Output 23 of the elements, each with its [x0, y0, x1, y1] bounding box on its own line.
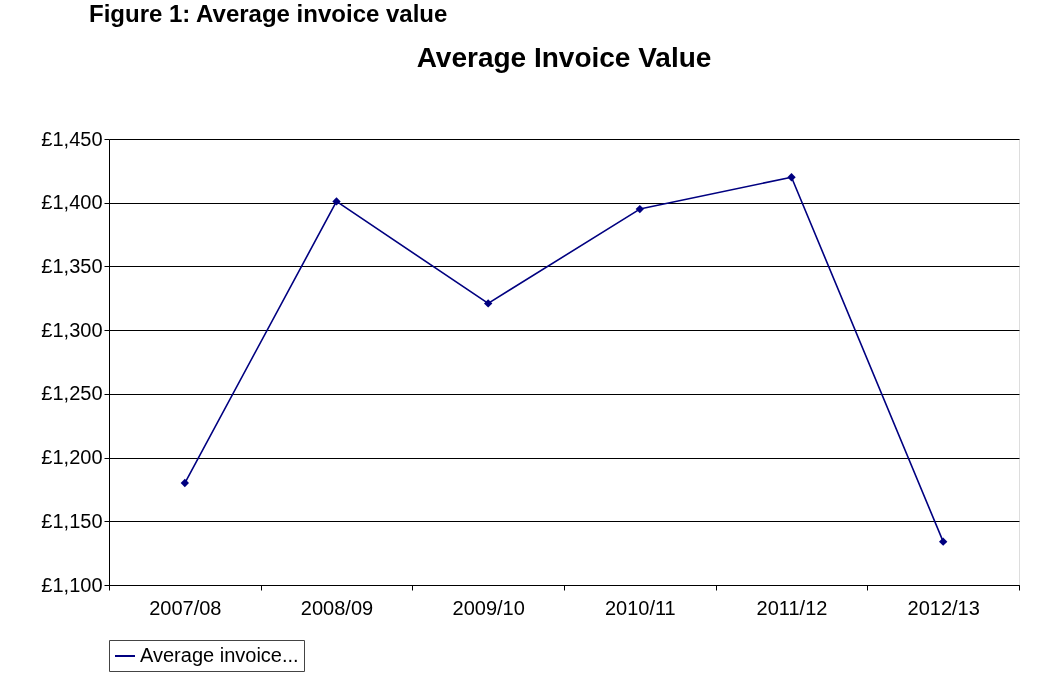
y-tick-label: £1,300 — [41, 318, 103, 341]
y-tick-label: £1,100 — [41, 573, 103, 596]
caption: Figure 1: Average invoice value — [89, 0, 448, 27]
x-tick-label: 2011/12 — [756, 596, 828, 619]
x-tick-label: 2009/10 — [452, 596, 525, 619]
y-tick-label: £1,250 — [41, 382, 103, 405]
y-tick-label: £1,150 — [41, 509, 103, 532]
point — [180, 478, 190, 488]
x-tick-label: 2008/09 — [300, 596, 374, 619]
y-tick-label: £1,400 — [41, 191, 103, 214]
x-tick-label: 2007/08 — [149, 596, 222, 619]
x-tick-label: 2010/11 — [604, 596, 676, 619]
point — [483, 299, 493, 308]
y-tick-label: £1,450 — [41, 127, 103, 150]
y-tick-label: £1,350 — [41, 254, 103, 277]
point — [635, 204, 645, 214]
legend-label: Average invoice... — [140, 644, 299, 666]
point — [787, 173, 796, 182]
y-tick-label: £1,200 — [41, 446, 103, 469]
point — [938, 537, 948, 546]
chart-title: Average Invoice Value — [416, 42, 712, 73]
x-tick-label: 2012/13 — [907, 596, 980, 619]
point — [332, 197, 341, 206]
